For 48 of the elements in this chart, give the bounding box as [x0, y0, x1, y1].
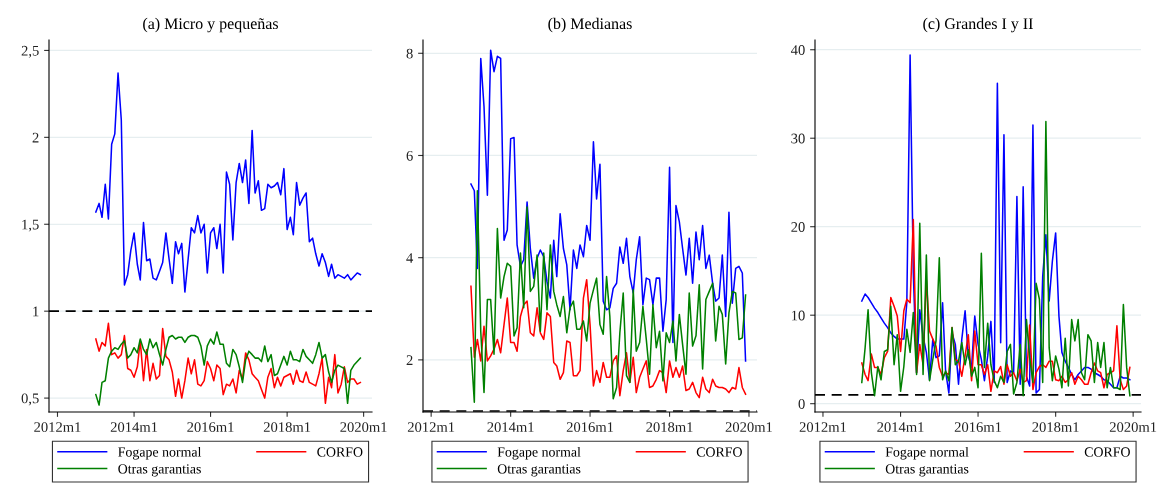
legend-label: Otras garantias	[118, 464, 201, 477]
x-tick-label: 2018m1	[646, 422, 693, 432]
y-tick-label: 2	[406, 355, 413, 365]
x-tick-label: 2014m1	[110, 422, 158, 432]
x-tick-label: 2012m1	[799, 422, 846, 432]
y-tick-label: 6	[406, 150, 413, 161]
legend-label: CORFO	[317, 447, 363, 457]
y-tick-label: 8	[406, 48, 413, 59]
legend-label: Fogape normal	[118, 446, 202, 460]
legend-label: CORFO	[696, 447, 742, 457]
x-tick-label: 2018m1	[1032, 422, 1079, 432]
y-tick-label: 2	[32, 132, 39, 143]
y-tick-label: 0	[798, 399, 805, 409]
line-series	[470, 189, 747, 404]
legend-label: Fogape normal	[885, 446, 969, 460]
x-tick-label: 2014m1	[877, 422, 924, 432]
y-tick-label: 0,5	[21, 393, 39, 406]
x-tick-label: 2016m1	[187, 422, 234, 432]
chart-title: (c) Grandes I y II	[923, 17, 1033, 33]
x-tick-label: 2016m1	[566, 422, 614, 432]
legend-label: Otras garantias	[497, 464, 581, 477]
legend-label: Fogape normal	[497, 446, 581, 460]
y-tick-label: 1,5	[22, 219, 39, 232]
chart-title: (a) Micro y pequeñas	[143, 17, 278, 33]
y-tick-label: 2,5	[21, 45, 39, 58]
y-tick-label: 30	[791, 133, 805, 144]
chart-title: (b) Medianas	[548, 17, 632, 33]
x-tick-label: 2020m1	[1109, 422, 1157, 432]
x-tick-label: 2014m1	[487, 422, 534, 432]
line-series	[470, 49, 747, 362]
x-tick-label: 2012m1	[407, 422, 455, 432]
legend-label: CORFO	[1084, 447, 1130, 457]
y-tick-label: 4	[406, 253, 414, 263]
x-tick-label: 2020m1	[340, 422, 387, 432]
line-series	[861, 54, 1131, 394]
line-series	[95, 72, 362, 293]
y-tick-label: 40	[790, 45, 805, 55]
line-series	[861, 120, 1131, 397]
x-tick-label: 2012m1	[34, 422, 81, 432]
y-tick-label: 10	[791, 310, 805, 321]
line-series	[861, 218, 1131, 393]
x-tick-label: 2016m1	[954, 422, 1002, 432]
y-tick-label: 20	[791, 222, 805, 232]
legend-label: Otras garantias	[885, 464, 969, 477]
line-series	[470, 278, 747, 399]
y-tick-label: 1	[33, 306, 39, 317]
x-tick-label: 2018m1	[263, 422, 311, 432]
x-tick-label: 2020m1	[725, 422, 772, 432]
